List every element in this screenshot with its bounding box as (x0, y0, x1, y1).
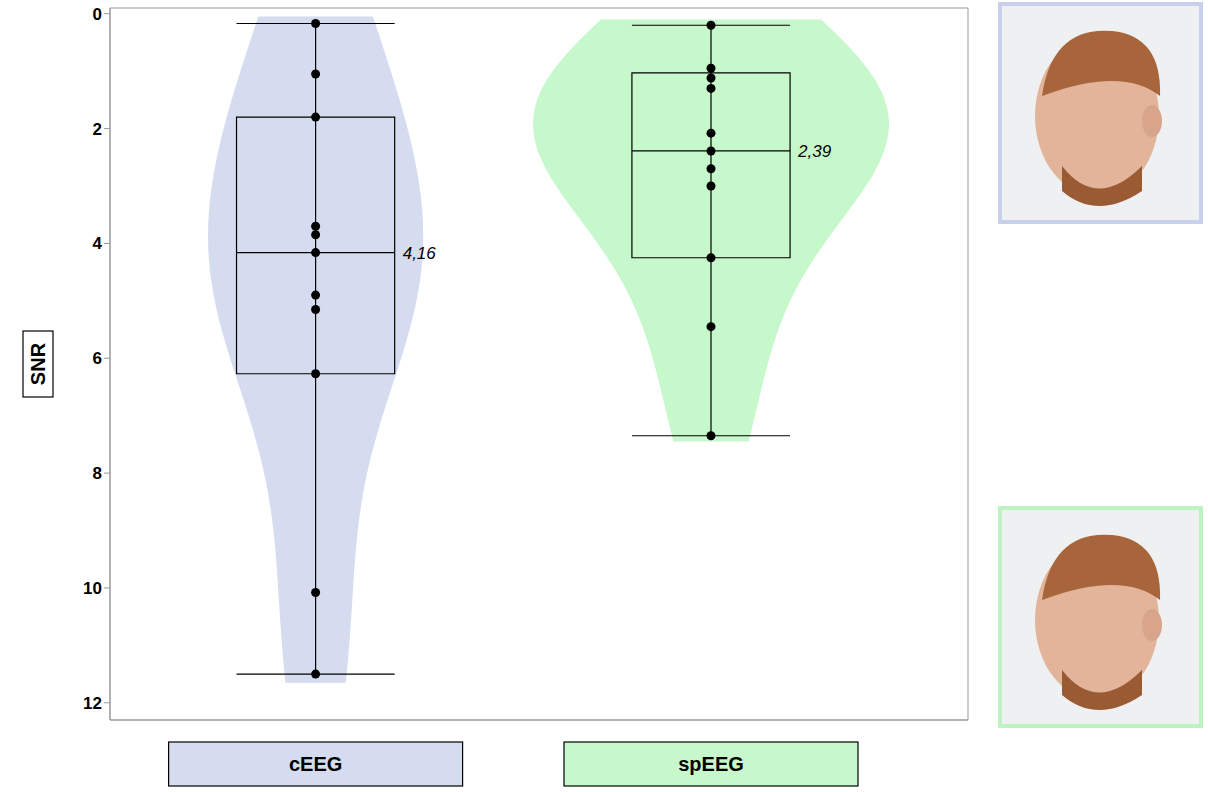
svg-text:12: 12 (83, 694, 102, 713)
svg-text:4: 4 (93, 234, 103, 253)
svg-text:SNR: SNR (27, 342, 49, 385)
svg-text:6: 6 (93, 349, 102, 368)
svg-text:10: 10 (83, 579, 102, 598)
svg-text:2: 2 (93, 120, 102, 139)
svg-text:4,16: 4,16 (403, 244, 437, 263)
svg-text:2,39: 2,39 (797, 142, 832, 161)
svg-text:spEEG: spEEG (678, 753, 744, 775)
svg-text:cEEG: cEEG (289, 753, 342, 775)
svg-text:8: 8 (93, 464, 102, 483)
svg-text:0: 0 (93, 5, 102, 24)
